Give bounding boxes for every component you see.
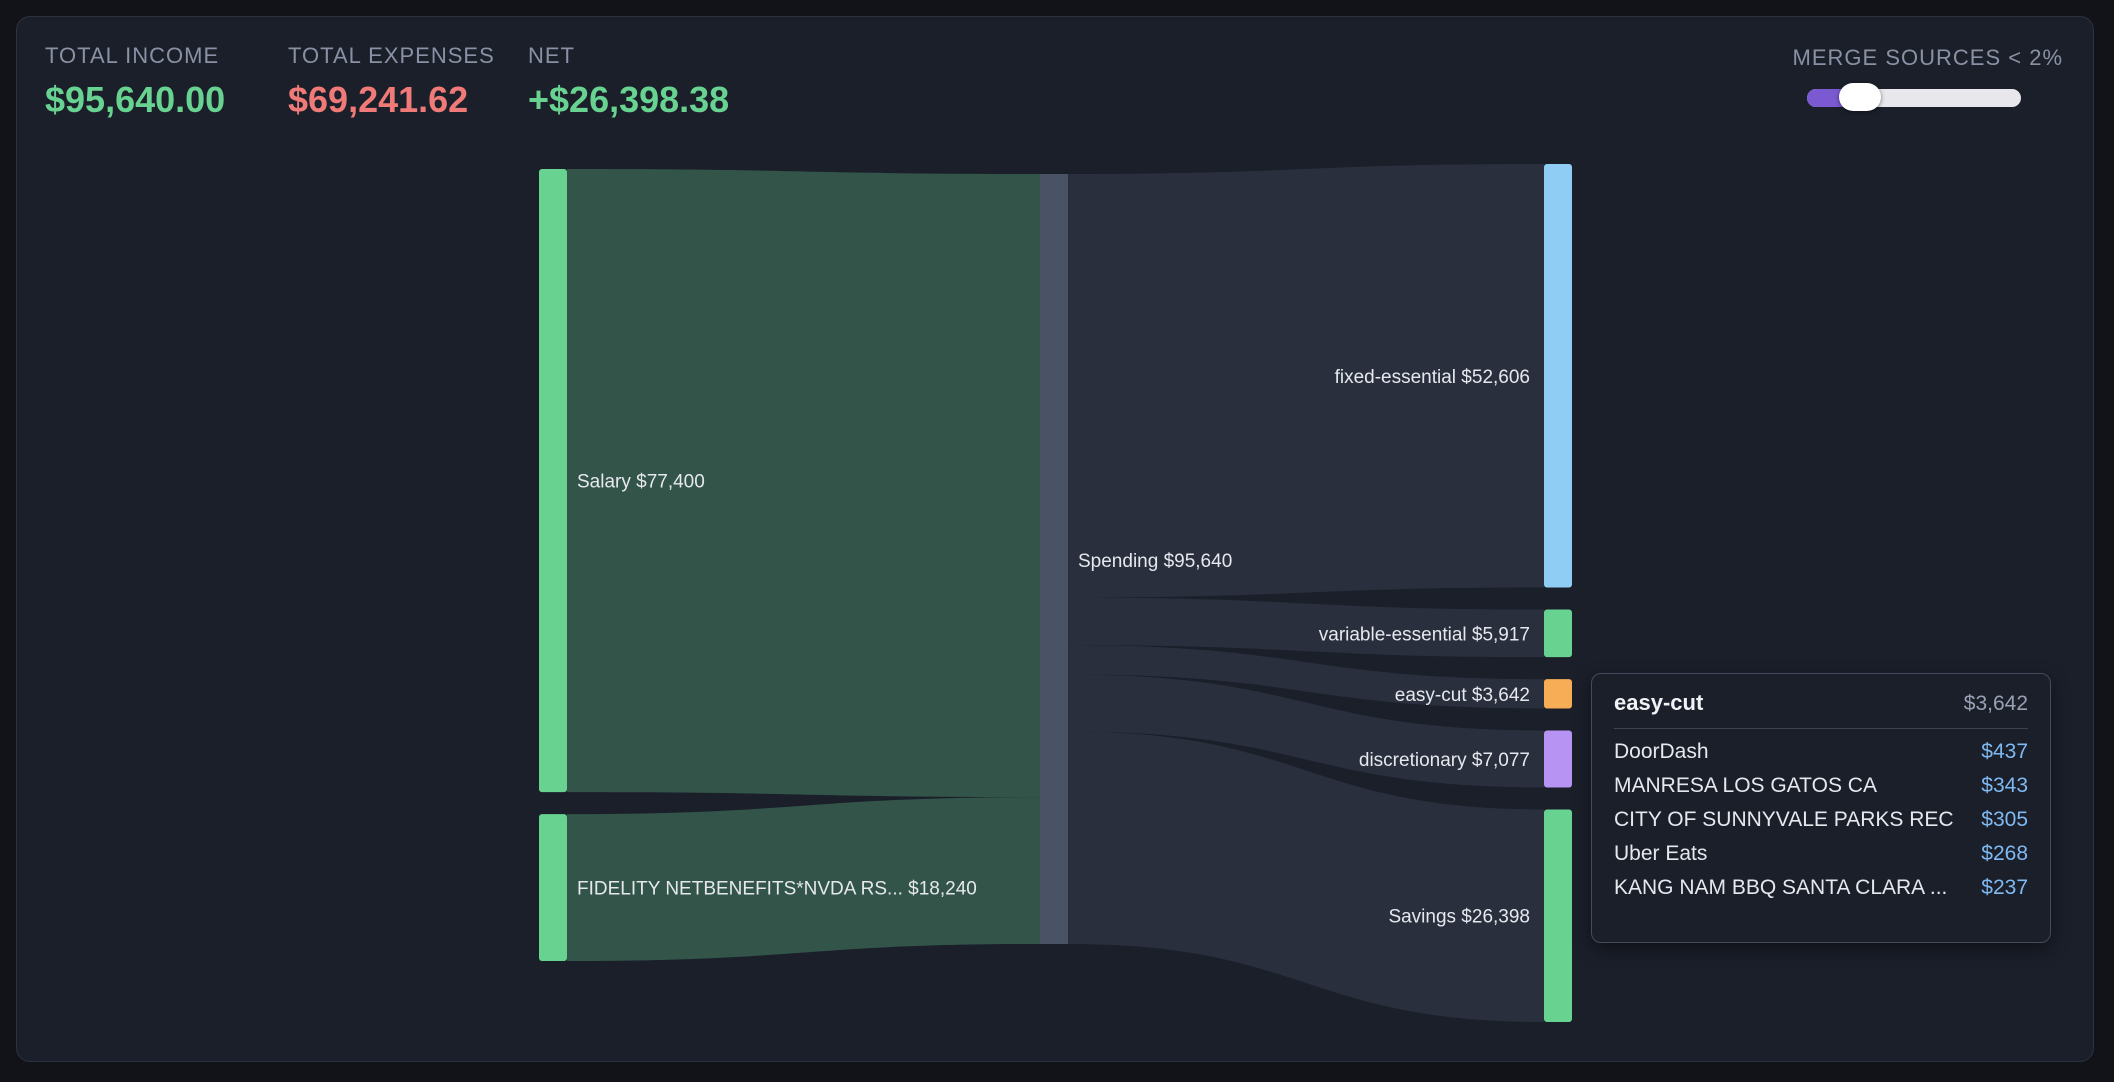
merge-sources-label: MERGE SOURCES < 2% <box>1792 45 2063 70</box>
merchant-amount: $237 <box>1981 876 2028 899</box>
tooltip-row: CITY OF SUNNYVALE PARKS REC $305 <box>1614 809 2028 831</box>
source-label: FIDELITY NETBENEFITS*NVDA RS... $18,240 <box>577 879 977 900</box>
hub-label: Spending $95,640 <box>1078 551 1232 572</box>
income-flow-link[interactable] <box>567 797 1040 961</box>
hub-node-spending[interactable] <box>1040 174 1068 944</box>
merchant-amount: $305 <box>1981 808 2028 831</box>
net-value: +$26,398.38 <box>528 79 730 120</box>
tooltip-row: Uber Eats $268 <box>1614 843 2028 865</box>
target-node-savings[interactable] <box>1544 809 1572 1022</box>
merchant-name: Uber Eats <box>1614 842 1708 865</box>
sankey-diagram: Salary $77,400 FIDELITY NETBENEFITS*NVDA … <box>539 164 1572 1022</box>
sankey-nodes <box>539 164 1572 1022</box>
source-label: Salary $77,400 <box>577 472 705 493</box>
net-stat: NET +$26,398.38 <box>528 43 729 121</box>
target-label: easy-cut $3,642 <box>1395 685 1530 706</box>
total-income-stat: TOTAL INCOME $95,640.00 <box>45 43 225 121</box>
income-flow-link[interactable] <box>567 169 1040 798</box>
merge-threshold-slider[interactable] <box>1807 83 2021 111</box>
source-node-salary[interactable] <box>539 169 567 793</box>
tooltip-total: $3,642 <box>1963 692 2028 715</box>
tooltip-row: DoorDash $437 <box>1614 741 2028 763</box>
category-tooltip: easy-cut $3,642 DoorDash $437 MANRESA LO… <box>1591 673 2051 943</box>
spending-flow-link[interactable] <box>1068 674 1544 788</box>
tooltip-row: KANG NAM BBQ SANTA CLARA ... $237 <box>1614 877 2028 899</box>
target-node-fixed_essential[interactable] <box>1544 164 1572 588</box>
merchant-name: CITY OF SUNNYVALE PARKS REC <box>1614 808 1954 831</box>
spending-flow-link[interactable] <box>1068 597 1544 658</box>
target-label: fixed-essential $52,606 <box>1335 367 1530 388</box>
slider-thumb[interactable] <box>1839 83 1881 111</box>
tooltip-header: easy-cut $3,642 <box>1614 690 2028 729</box>
target-node-discretionary[interactable] <box>1544 730 1572 788</box>
spending-flow-link[interactable] <box>1068 731 1544 1022</box>
target-node-variable_essential[interactable] <box>1544 609 1572 658</box>
spending-flow-link[interactable] <box>1068 645 1544 709</box>
total-income-value: $95,640.00 <box>45 79 226 120</box>
merchant-name: KANG NAM BBQ SANTA CLARA ... <box>1614 876 1948 899</box>
total-expenses-stat: TOTAL EXPENSES $69,241.62 <box>288 43 495 121</box>
merchant-amount: $268 <box>1981 842 2028 865</box>
source-node-fidelity[interactable] <box>539 814 567 961</box>
tooltip-row: MANRESA LOS GATOS CA $343 <box>1614 775 2028 797</box>
sankey-labels: Salary $77,400 FIDELITY NETBENEFITS*NVDA … <box>577 367 1530 928</box>
sankey-links <box>567 164 1544 1022</box>
target-label: variable-essential $5,917 <box>1319 624 1530 645</box>
total-income-label: TOTAL INCOME <box>45 43 220 68</box>
target-label: discretionary $7,077 <box>1359 750 1530 771</box>
total-expenses-label: TOTAL EXPENSES <box>288 43 495 68</box>
merchant-amount: $437 <box>1981 740 2028 763</box>
target-node-easy_cut[interactable] <box>1544 679 1572 709</box>
total-expenses-value: $69,241.62 <box>288 79 469 120</box>
merchant-name: DoorDash <box>1614 740 1709 763</box>
spending-flow-link[interactable] <box>1068 164 1544 598</box>
net-label: NET <box>528 43 575 68</box>
target-label: Savings $26,398 <box>1388 907 1530 928</box>
tooltip-title: easy-cut <box>1614 690 1704 715</box>
merchant-name: MANRESA LOS GATOS CA <box>1614 774 1877 797</box>
merchant-amount: $343 <box>1981 774 2028 797</box>
cashflow-panel: TOTAL INCOME $95,640.00 TOTAL EXPENSES $… <box>16 16 2094 1062</box>
